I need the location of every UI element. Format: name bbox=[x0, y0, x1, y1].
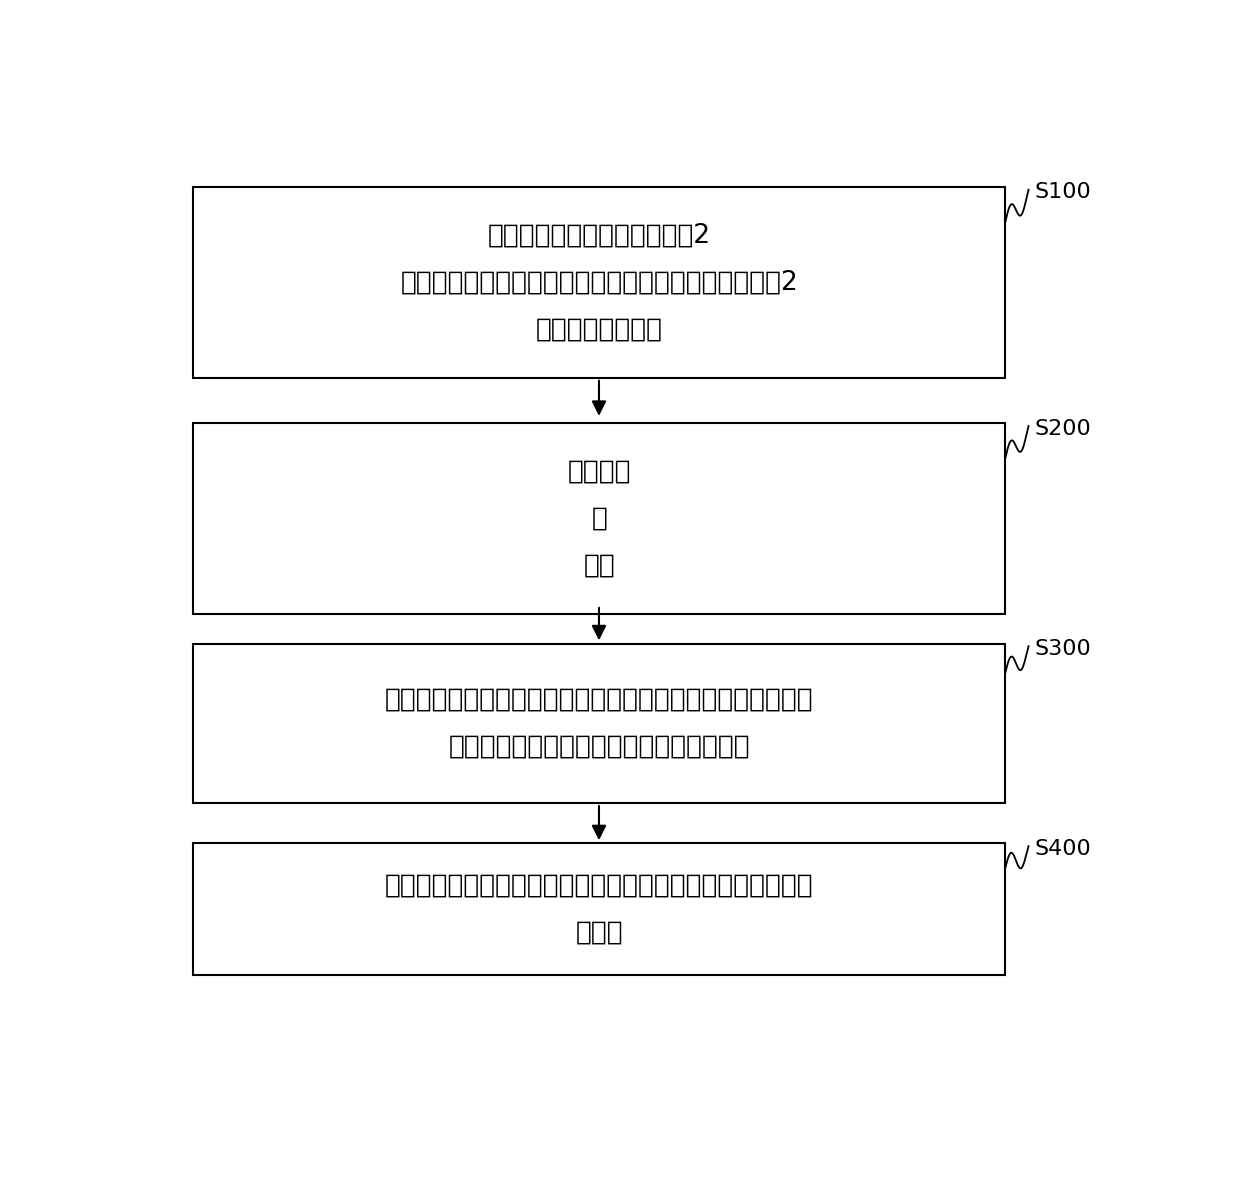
Text: 可靠度: 可靠度 bbox=[575, 920, 624, 946]
Text: S100: S100 bbox=[1034, 183, 1091, 203]
Text: 信道: 信道 bbox=[584, 553, 615, 579]
Text: S300: S300 bbox=[1034, 640, 1091, 660]
Text: S200: S200 bbox=[1034, 419, 1091, 439]
Text: 使用解调器在第一调制模式的2: 使用解调器在第一调制模式的2 bbox=[487, 222, 711, 248]
Text: 计算所述: 计算所述 bbox=[568, 458, 631, 485]
Bar bbox=[193, 424, 1006, 614]
Text: 的: 的 bbox=[591, 506, 608, 532]
Text: 根据所述对数似然比高斯分布均值确定所述多个极化子信道的: 根据所述对数似然比高斯分布均值确定所述多个极化子信道的 bbox=[386, 873, 813, 899]
Text: S400: S400 bbox=[1034, 839, 1091, 859]
Text: 极化子信道对应的对数似然比高斯分布均值: 极化子信道对应的对数似然比高斯分布均值 bbox=[449, 734, 750, 760]
Bar bbox=[193, 186, 1006, 378]
Bar bbox=[193, 643, 1006, 802]
Bar bbox=[193, 844, 1006, 975]
Text: 根据所述等效噪声方差，使用高斯近似算法计算得到所述多个: 根据所述等效噪声方差，使用高斯近似算法计算得到所述多个 bbox=[386, 687, 813, 713]
Text: 收到的信号的各比特进行解调，将所述第一调制模式的2: 收到的信号的各比特进行解调，将所述第一调制模式的2 bbox=[401, 269, 799, 295]
Text: 输入的信道拆分为: 输入的信道拆分为 bbox=[536, 316, 663, 342]
